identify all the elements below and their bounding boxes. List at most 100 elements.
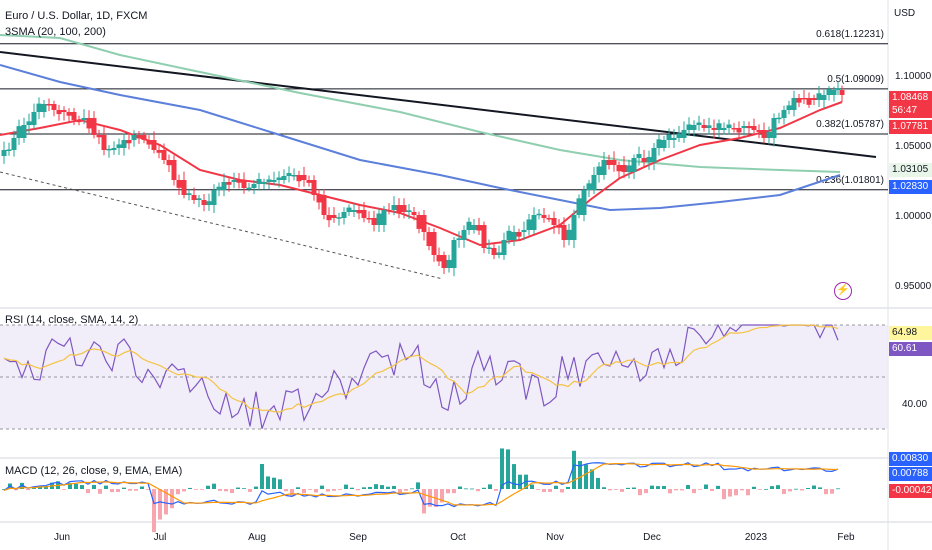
macd-histogram-bar <box>356 489 360 491</box>
candle <box>421 209 427 241</box>
fib-label: 0.5(1.09009) <box>827 74 884 85</box>
time-axis-label: 2023 <box>745 532 768 543</box>
macd-histogram-bar <box>560 489 564 493</box>
time-axis-label: Aug <box>248 532 266 543</box>
candle <box>736 121 742 138</box>
candle-body <box>201 200 207 205</box>
candle <box>471 218 477 234</box>
candle <box>136 131 142 144</box>
candle <box>336 212 342 226</box>
candle-body <box>246 187 252 190</box>
candle <box>131 130 137 147</box>
candle-body <box>656 139 662 148</box>
candle <box>381 205 387 233</box>
macd-histogram-bar <box>266 476 270 489</box>
macd-histogram-bar <box>788 489 792 492</box>
candle <box>106 145 112 158</box>
candle <box>791 90 797 117</box>
candle <box>166 154 172 173</box>
candle-body <box>461 230 467 240</box>
macd-histogram-bar <box>692 489 696 494</box>
candle <box>361 202 367 223</box>
candle-body <box>626 165 632 172</box>
candle-body <box>376 213 382 225</box>
candle <box>636 146 642 166</box>
macd-histogram-bar <box>416 482 420 489</box>
candle <box>326 207 332 228</box>
macd-histogram-bar <box>830 489 834 494</box>
macd-histogram-bar <box>68 483 72 489</box>
candle-body <box>501 240 507 255</box>
macd-histogram-bar <box>206 485 210 489</box>
macd-histogram-bar <box>368 486 372 489</box>
macd-histogram-bar <box>572 450 576 489</box>
sma-indicator-label[interactable]: 3SMA (20, 100, 200) <box>5 26 106 38</box>
candle-body <box>641 158 647 162</box>
macd-histogram-bar <box>86 489 90 494</box>
candle <box>796 93 802 108</box>
candle <box>516 228 522 242</box>
candle <box>211 184 217 213</box>
candle <box>396 198 402 219</box>
candle-body <box>306 180 312 183</box>
candle-body <box>586 183 592 190</box>
candle <box>816 86 822 107</box>
candle-body <box>761 130 767 138</box>
macd-histogram-bar <box>386 486 390 489</box>
candle-body <box>521 230 527 232</box>
rsi-pane <box>0 323 888 430</box>
candle <box>376 208 382 233</box>
candle <box>616 161 622 179</box>
candle-body <box>351 210 357 212</box>
macd-histogram-bar <box>350 487 354 489</box>
candle-body <box>581 190 587 215</box>
currency-label: USD <box>894 8 916 19</box>
symbol-title[interactable]: Euro / U.S. Dollar, 1D, FXCM <box>5 10 148 22</box>
macd-histogram-bar <box>218 489 222 491</box>
macd-histogram-bar <box>146 489 150 490</box>
axes: 40.00 1.10000 1.05000 1.00000 0.95000 Jun Jul A… <box>54 71 932 543</box>
candle <box>606 154 612 170</box>
candle-body <box>236 180 242 183</box>
candle <box>536 209 542 220</box>
candle-body <box>776 117 782 120</box>
macd-histogram-bar <box>260 463 264 489</box>
macd-histogram-bar <box>200 489 204 490</box>
candle <box>651 143 657 171</box>
candle-body <box>636 154 642 158</box>
macd-histogram-bar <box>770 486 774 489</box>
candle-body <box>281 176 287 180</box>
candle <box>631 154 637 179</box>
candle-body <box>391 205 397 210</box>
candle <box>626 159 632 179</box>
candle <box>491 243 497 260</box>
candle <box>366 211 372 224</box>
macd-histogram-bar <box>602 487 606 489</box>
macd-histogram-bar <box>764 488 768 490</box>
candle <box>111 141 117 155</box>
macd-indicator-label[interactable]: MACD (12, 26, close, 9, EMA, EMA) <box>5 465 183 477</box>
candle-body <box>366 218 372 220</box>
candle <box>801 90 807 104</box>
candle <box>726 119 732 135</box>
macd-histogram-bar <box>776 485 780 489</box>
macd-histogram-bar <box>740 489 744 491</box>
candle <box>591 166 597 195</box>
rsi-indicator-label[interactable]: RSI (14, close, SMA, 14, 2) <box>5 314 139 326</box>
rsi-axis-tick: 40.00 <box>902 399 927 410</box>
lightning-icon[interactable]: ⚡ <box>834 282 852 300</box>
macd-histogram-bar <box>530 484 534 489</box>
candle <box>551 211 557 234</box>
candle-body <box>326 215 332 221</box>
macd-histogram-bar <box>194 489 198 490</box>
candle <box>286 166 292 183</box>
candle <box>31 103 37 130</box>
macd-histogram-bar <box>176 489 180 495</box>
candle <box>506 225 512 245</box>
candle-body <box>651 148 657 162</box>
candle <box>676 125 682 143</box>
candle-body <box>196 198 202 200</box>
macd-histogram-bar <box>338 489 342 490</box>
candle <box>481 221 487 254</box>
